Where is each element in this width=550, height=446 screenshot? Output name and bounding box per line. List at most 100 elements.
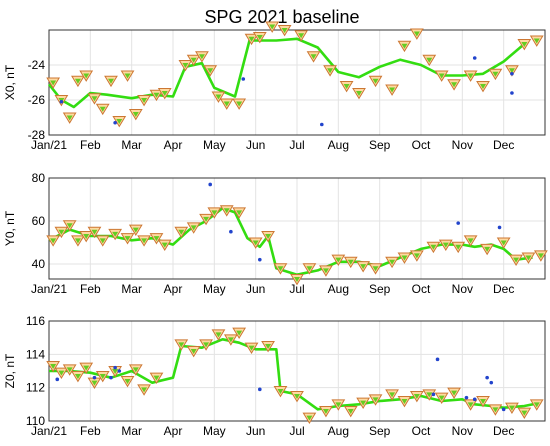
triangle-core-12 bbox=[161, 242, 168, 248]
x-tick-label: Feb bbox=[80, 138, 101, 152]
triangle-core-24 bbox=[281, 28, 288, 33]
triangle-core-33 bbox=[451, 390, 458, 396]
triangle-core-35 bbox=[438, 73, 445, 79]
daily-point-1 bbox=[113, 120, 117, 125]
x-tick-label: Mar bbox=[121, 138, 142, 152]
daily-point-12 bbox=[501, 407, 506, 412]
daily-point-8 bbox=[464, 395, 469, 400]
y-tick-label: 114 bbox=[26, 347, 45, 361]
triangle-core-9 bbox=[132, 367, 139, 373]
x-tick-label: Jul bbox=[289, 282, 304, 296]
daily-point-6 bbox=[431, 392, 436, 397]
triangle-core-32 bbox=[430, 244, 437, 250]
triangle-core-2 bbox=[66, 115, 73, 121]
triangle-core-5 bbox=[91, 380, 98, 386]
triangle-core-1 bbox=[58, 370, 65, 376]
triangle-core-15 bbox=[203, 216, 210, 222]
triangle-core-11 bbox=[153, 236, 160, 242]
triangle-core-29 bbox=[389, 259, 396, 265]
triangle-core-8 bbox=[124, 236, 131, 242]
daily-point-11 bbox=[489, 380, 494, 385]
x-tick-label: Sep bbox=[369, 282, 391, 296]
triangle-core-34 bbox=[455, 244, 462, 250]
daily-point-4 bbox=[497, 225, 502, 230]
triangle-core-5 bbox=[91, 229, 98, 235]
triangle-core-37 bbox=[500, 240, 507, 246]
x-tick-label: Jan/21 bbox=[31, 138, 67, 152]
daily-point-7 bbox=[435, 357, 440, 362]
triangle-core-28 bbox=[389, 392, 396, 398]
x-tick-label: Dec bbox=[493, 282, 514, 296]
triangle-core-0 bbox=[50, 238, 57, 244]
triangle-core-2 bbox=[66, 223, 73, 229]
x-tick-label: May bbox=[203, 282, 226, 296]
triangle-core-24 bbox=[335, 402, 342, 408]
triangle-core-13 bbox=[161, 91, 168, 96]
x-tick-label: Apr bbox=[164, 424, 183, 438]
triangle-core-20 bbox=[236, 101, 243, 107]
x-tick-label: Jan/21 bbox=[31, 424, 67, 438]
triangle-core-23 bbox=[306, 266, 313, 272]
triangle-core-8 bbox=[116, 119, 123, 124]
axes-frame bbox=[48, 29, 546, 136]
x-tick-label: Nov bbox=[452, 282, 473, 296]
x-tick-label: Feb bbox=[80, 282, 101, 296]
triangle-core-14 bbox=[182, 63, 189, 68]
triangle-core-12 bbox=[178, 342, 185, 348]
x-tick-label: Aug bbox=[328, 138, 349, 152]
triangle-core-28 bbox=[343, 84, 350, 89]
triangle-core-39 bbox=[533, 402, 540, 408]
triangle-core-9 bbox=[132, 227, 139, 233]
triangle-core-14 bbox=[190, 225, 197, 231]
daily-point-10 bbox=[485, 375, 489, 380]
triangle-core-37 bbox=[467, 73, 474, 79]
y-tick-label: -24 bbox=[28, 58, 46, 72]
triangle-core-41 bbox=[521, 42, 528, 47]
daily-point-4 bbox=[117, 369, 122, 373]
triangle-core-16 bbox=[211, 210, 218, 216]
daily-point-3 bbox=[456, 221, 461, 225]
triangle-core-25 bbox=[335, 257, 342, 263]
triangle-core-6 bbox=[99, 238, 106, 244]
triangle-core-6 bbox=[99, 106, 106, 112]
triangle-core-18 bbox=[248, 345, 255, 351]
triangle-core-22 bbox=[294, 277, 300, 282]
triangle-core-30 bbox=[413, 394, 420, 399]
triangle-core-22 bbox=[256, 35, 263, 40]
x-tick-label: Jul bbox=[289, 138, 304, 152]
x-tick-label: Jun bbox=[246, 282, 265, 296]
daily-point-2 bbox=[109, 375, 113, 380]
triangle-core-33 bbox=[413, 31, 420, 37]
triangle-core-10 bbox=[132, 112, 139, 117]
triangle-core-35 bbox=[480, 399, 486, 404]
triangle-core-35 bbox=[467, 238, 474, 244]
triangle-core-10 bbox=[141, 387, 148, 393]
y-tick-label: 40 bbox=[32, 257, 46, 271]
x-tick-label: May bbox=[203, 138, 226, 152]
triangle-core-21 bbox=[248, 36, 255, 42]
x-tick-label: Apr bbox=[164, 138, 183, 152]
panels: Jan/21 Feb Mar Apr May Jun Jul Aug Sep Oct Nov Dec -… bbox=[3, 21, 548, 438]
triangle-core-36 bbox=[484, 246, 491, 252]
triangle-core-31 bbox=[426, 392, 433, 398]
daily-point-3 bbox=[320, 122, 324, 127]
x-tick-label: Mar bbox=[121, 282, 142, 296]
y-axis-label: Z0, nT bbox=[3, 353, 17, 388]
triangle-core-32 bbox=[438, 395, 445, 401]
chart-title: SPG 2021 baseline bbox=[204, 7, 359, 27]
triangle-core-17 bbox=[223, 208, 230, 214]
triangle-core-34 bbox=[467, 402, 474, 408]
triangle-core-27 bbox=[327, 68, 334, 74]
triangle-core-31 bbox=[413, 253, 420, 259]
triangle-core-21 bbox=[294, 394, 300, 399]
triangle-core-10 bbox=[141, 238, 148, 244]
triangle-core-6 bbox=[99, 374, 106, 379]
triangle-core-20 bbox=[277, 389, 284, 394]
x-tick-label: May bbox=[203, 424, 226, 438]
triangle-core-5 bbox=[91, 96, 98, 102]
x-tick-label: Jan/21 bbox=[31, 282, 67, 296]
triangle-core-29 bbox=[401, 399, 408, 404]
triangle-core-17 bbox=[207, 68, 214, 74]
triangle-core-0 bbox=[50, 364, 57, 369]
smooth-baseline-line bbox=[48, 206, 533, 276]
